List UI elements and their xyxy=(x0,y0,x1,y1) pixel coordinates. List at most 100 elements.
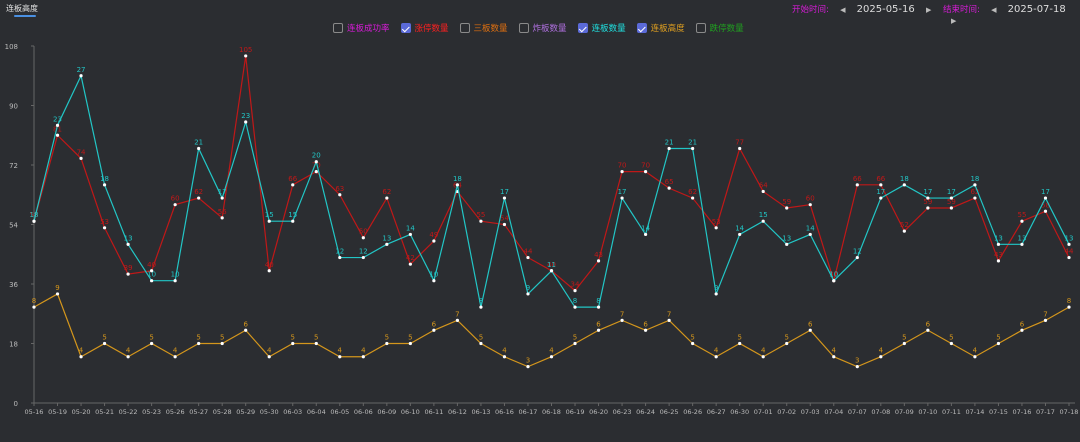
data-label: 21 xyxy=(688,138,697,146)
data-point xyxy=(55,123,60,127)
checkbox[interactable] xyxy=(400,23,411,33)
x-tick-label: 06-27 xyxy=(707,408,726,416)
data-point xyxy=(596,328,601,332)
x-tick-label: 06-09 xyxy=(377,408,396,416)
data-label: 7 xyxy=(455,310,459,318)
data-label: 11 xyxy=(547,261,556,269)
data-label: 44 xyxy=(1065,248,1074,256)
data-label: 18 xyxy=(970,175,979,183)
data-label: 62 xyxy=(688,188,697,196)
checkbox[interactable] xyxy=(459,23,470,33)
data-label: 40 xyxy=(265,261,274,269)
x-tick-label: 05-28 xyxy=(213,408,232,416)
x-tick-label: 06-24 xyxy=(636,408,655,416)
data-label: 17 xyxy=(876,188,885,196)
x-tick-label: 07-11 xyxy=(942,408,961,416)
x-tick-label: 05-26 xyxy=(166,408,185,416)
data-label: 17 xyxy=(618,188,627,196)
data-label: 12 xyxy=(853,248,862,256)
legend-item-broken-board[interactable]: 炸板数量 xyxy=(518,22,567,34)
start-date-label: 开始时间: xyxy=(792,5,829,15)
checkbox[interactable] xyxy=(333,23,343,33)
legend-item-limit-up[interactable]: 涨停数量 xyxy=(400,22,449,34)
data-point xyxy=(455,183,460,187)
y-tick-label: 0 xyxy=(14,400,18,408)
data-point xyxy=(455,318,460,322)
legend-item-height[interactable]: 连板高度 xyxy=(636,22,685,34)
data-point xyxy=(879,196,883,200)
data-label: 14 xyxy=(406,224,415,232)
start-next-arrow-icon[interactable]: ▶ xyxy=(925,6,932,14)
data-point xyxy=(620,170,624,174)
legend-item-consecutive[interactable]: 连板数量 xyxy=(577,22,626,34)
data-point xyxy=(432,328,436,332)
data-label: 21 xyxy=(665,138,674,146)
data-point xyxy=(902,229,906,233)
x-tick-label: 07-15 xyxy=(989,408,1008,416)
end-date-label: 结束时间: xyxy=(943,5,980,15)
data-point xyxy=(573,305,577,309)
legend-item-three-board[interactable]: 三板数量 xyxy=(459,22,508,34)
data-point xyxy=(173,279,177,283)
legend-label: 三板数量 xyxy=(473,24,508,34)
data-point xyxy=(408,232,412,237)
legend-label: 连板高度 xyxy=(650,24,685,34)
x-tick-label: 05-16 xyxy=(25,408,44,416)
data-point xyxy=(1043,318,1048,322)
end-next-arrow-icon[interactable]: ▶ xyxy=(951,17,957,25)
data-point xyxy=(832,355,836,359)
start-date-value[interactable]: 2025-05-16 xyxy=(856,4,915,15)
data-point xyxy=(620,318,624,322)
data-label: 105 xyxy=(239,46,252,54)
data-label: 5 xyxy=(314,334,318,342)
data-point xyxy=(691,146,695,151)
data-point xyxy=(55,292,60,296)
data-label: 14 xyxy=(641,224,650,232)
data-point xyxy=(761,355,765,359)
checkbox[interactable] xyxy=(518,23,529,33)
y-tick-label: 90 xyxy=(9,103,18,111)
data-label: 3 xyxy=(526,357,530,365)
data-label: 4 xyxy=(714,347,719,355)
data-label: 74 xyxy=(77,148,86,156)
data-label: 9 xyxy=(55,284,59,292)
data-label: 40 xyxy=(547,261,556,269)
checkbox[interactable] xyxy=(577,23,588,33)
data-label: 6 xyxy=(1020,320,1025,328)
data-label: 4 xyxy=(338,347,343,355)
data-point xyxy=(902,183,906,187)
data-point xyxy=(102,226,107,230)
data-label: 7 xyxy=(1043,310,1047,318)
data-label: 55 xyxy=(1017,211,1026,219)
data-label: 12 xyxy=(359,248,368,256)
data-point xyxy=(126,242,130,246)
data-point xyxy=(502,196,507,200)
legend-item-success-rate[interactable]: 连板成功率 xyxy=(333,22,390,34)
checkbox[interactable] xyxy=(636,23,647,33)
start-date-control: 开始时间: ◀ 2025-05-16 ▶ xyxy=(792,3,931,15)
data-label: 18 xyxy=(453,175,462,183)
data-point xyxy=(573,289,577,293)
data-label: 70 xyxy=(641,162,650,170)
data-label: 4 xyxy=(126,347,131,355)
x-tick-label: 05-27 xyxy=(189,408,208,416)
data-label: 5 xyxy=(385,334,389,342)
x-tick-label: 07-09 xyxy=(895,408,914,416)
data-label: 6 xyxy=(926,320,931,328)
data-point xyxy=(502,222,507,227)
x-tick-label: 06-25 xyxy=(660,408,679,416)
data-point xyxy=(879,355,883,359)
start-prev-arrow-icon[interactable]: ◀ xyxy=(840,6,846,14)
legend-item-limit-down[interactable]: 跌停数量 xyxy=(695,22,744,34)
end-date-value[interactable]: 2025-07-18 xyxy=(1007,4,1066,15)
x-tick-label: 06-03 xyxy=(283,408,302,416)
data-label: 70 xyxy=(618,162,627,170)
data-label: 23 xyxy=(241,112,250,120)
end-prev-arrow-icon[interactable]: ◀ xyxy=(991,6,997,14)
x-tick-label: 05-19 xyxy=(48,408,67,416)
tab-lianban-height[interactable]: 连板高度 xyxy=(6,4,38,13)
checkbox[interactable] xyxy=(695,23,706,33)
data-label: 64 xyxy=(759,181,768,189)
legend-label: 跌停数量 xyxy=(709,24,744,34)
data-label: 7 xyxy=(620,310,624,318)
